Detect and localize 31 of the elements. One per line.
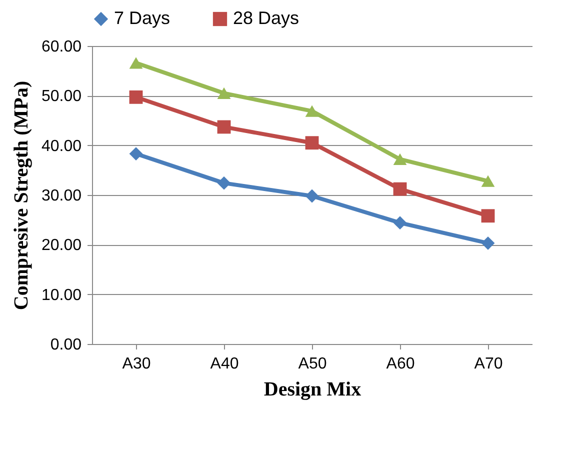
point — [393, 216, 407, 230]
y-tick-label: 60.00 — [41, 38, 82, 56]
point — [129, 57, 143, 69]
x-tick-label: A60 — [386, 356, 415, 372]
point — [393, 153, 407, 166]
legend-label: 28 Days — [233, 8, 300, 28]
point — [481, 175, 495, 187]
point — [217, 120, 231, 134]
x-tick-label: A70 — [474, 356, 503, 372]
y-tick-label: 30.00 — [41, 188, 82, 204]
point — [393, 182, 407, 196]
y-tick-label: 40.00 — [41, 138, 82, 155]
point — [305, 189, 319, 203]
point — [129, 147, 143, 160]
legend-label: 7 Days — [114, 8, 170, 28]
point — [305, 136, 319, 150]
y-tick-label: 20.00 — [41, 237, 82, 254]
y-axis-title: Compresive Stregth (MPa) — [10, 80, 32, 310]
y-tick-label: 50.00 — [41, 88, 82, 106]
y-tick-label: 0.00 — [50, 336, 82, 354]
x-tick-label: A40 — [210, 356, 239, 372]
point — [217, 176, 231, 190]
y-tick-label: 10.00 — [41, 286, 82, 304]
x-tick-label: A50 — [298, 356, 327, 372]
point — [217, 87, 231, 99]
point — [481, 209, 495, 223]
point — [481, 236, 495, 250]
x-tick-label: A30 — [122, 356, 151, 372]
x-axis-title: Design Mix — [264, 378, 362, 400]
point — [129, 90, 143, 104]
point — [305, 105, 319, 117]
